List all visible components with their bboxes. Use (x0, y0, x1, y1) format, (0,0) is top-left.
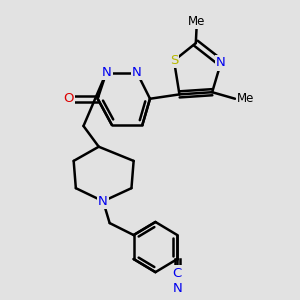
Text: N: N (216, 56, 226, 69)
Text: Me: Me (188, 15, 206, 28)
Text: N: N (98, 195, 108, 208)
Text: N: N (172, 282, 182, 295)
Text: S: S (170, 54, 178, 67)
Text: Me: Me (237, 92, 255, 105)
Text: O: O (63, 92, 74, 105)
Text: N: N (101, 66, 111, 79)
Text: C: C (172, 267, 182, 280)
Text: N: N (132, 66, 142, 79)
